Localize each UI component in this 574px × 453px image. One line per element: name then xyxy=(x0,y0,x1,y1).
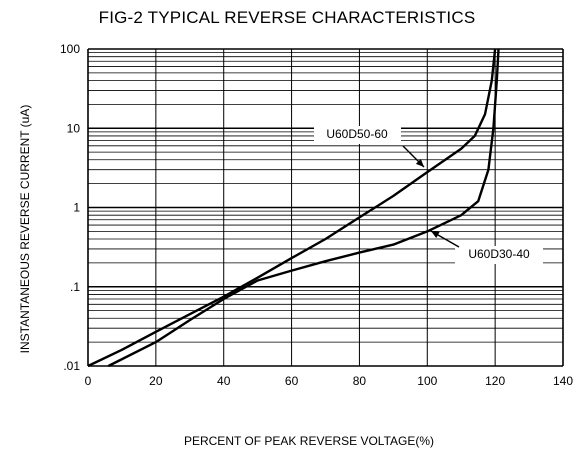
callout-arrowhead xyxy=(415,158,424,167)
chart-title: FIG-2 TYPICAL REVERSE CHARACTERISTICS xyxy=(98,8,476,27)
series-line-u60d50-60 xyxy=(87,48,497,368)
series-label: U60D50-60 xyxy=(326,127,388,141)
series-label-bg xyxy=(455,246,543,264)
series-label-bg xyxy=(314,126,401,144)
series-label: U60D30-40 xyxy=(468,247,530,261)
y-tick-label: .01 xyxy=(63,359,80,373)
series-line-u60d30-40 xyxy=(107,48,500,368)
callout-arrowhead xyxy=(431,231,440,239)
x-tick-label: 80 xyxy=(353,374,367,388)
x-axis-label: PERCENT OF PEAK REVERSE VOLTAGE(%) xyxy=(184,434,434,448)
y-tick-label: 1 xyxy=(73,201,80,215)
x-tick-label: 100 xyxy=(417,374,437,388)
y-tick-label: 10 xyxy=(67,121,81,135)
x-tick-label: 40 xyxy=(217,374,231,388)
y-axis-label: INSTANTANEOUS REVERSE CURRENT (uA) xyxy=(18,105,32,354)
x-tick-label: 120 xyxy=(485,374,505,388)
y-tick-label: 100 xyxy=(60,42,80,56)
x-tick-label: 0 xyxy=(85,374,92,388)
x-tick-label: 60 xyxy=(285,374,299,388)
x-tick-label: 140 xyxy=(553,374,573,388)
x-tick-label: 20 xyxy=(149,374,163,388)
y-tick-label: .1 xyxy=(70,280,80,294)
